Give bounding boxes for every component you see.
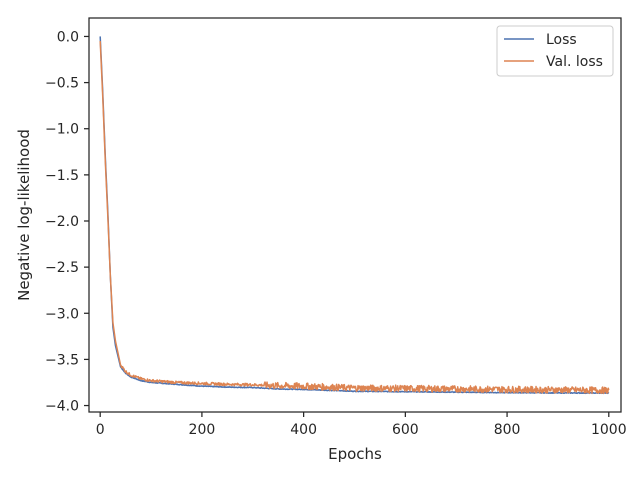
y-tick-label: −0.5 [45, 76, 79, 92]
y-axis: 0.0 −0.5 −1.0 −1.5 −2.0 −2.5 −3.0 −3.5 −4.0 [45, 29, 89, 415]
y-tick-label: −2.0 [45, 214, 79, 230]
x-tick-label: 1000 [591, 422, 627, 438]
legend: Loss Val. loss [496, 25, 614, 77]
y-axis-title: Negative log-likelihood [15, 129, 33, 301]
series-line-loss [99, 36, 610, 395]
x-axis-title: Epochs [328, 445, 382, 463]
y-tick-label: −1.5 [45, 168, 79, 184]
y-tick-label: −3.0 [45, 306, 79, 322]
y-tick-label: −3.5 [45, 352, 79, 368]
y-tick-label: 0.0 [57, 29, 79, 45]
series-layer [99, 36, 610, 395]
x-tick-label: 800 [494, 422, 521, 438]
x-tick-label: 600 [392, 422, 419, 438]
legend-label-val-loss: Val. loss [546, 54, 603, 70]
x-tick-label: 200 [189, 422, 216, 438]
y-tick-label: −4.0 [45, 399, 79, 415]
x-axis: 0 200 400 600 800 1000 [96, 412, 627, 438]
legend-label-loss: Loss [546, 32, 577, 48]
x-tick-label: 0 [96, 422, 105, 438]
y-tick-label: −1.0 [45, 122, 79, 138]
y-tick-label: −2.5 [45, 260, 79, 276]
plot-frame [88, 17, 622, 413]
x-tick-label: 400 [290, 422, 317, 438]
series-line-val-loss [99, 41, 610, 395]
